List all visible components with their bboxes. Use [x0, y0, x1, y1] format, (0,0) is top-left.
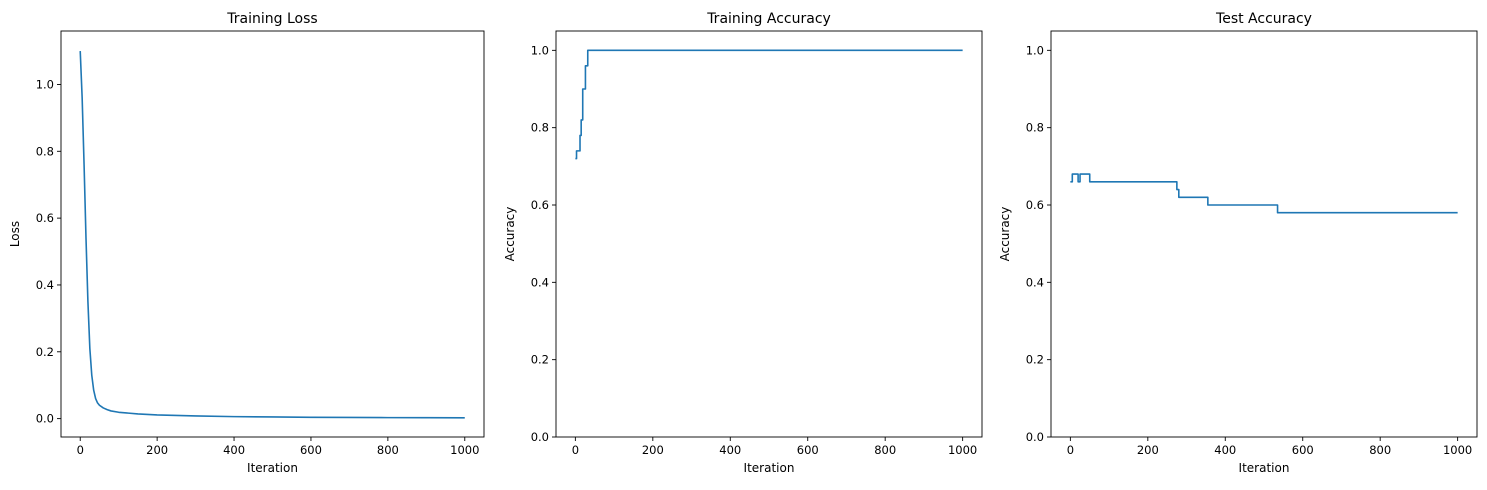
x-tick-label: 1000: [1443, 443, 1472, 457]
y-tick-label: 0.8: [36, 144, 54, 158]
y-tick-label: 0.4: [1026, 275, 1044, 289]
x-tick-label: 200: [642, 443, 664, 457]
x-axis-label: Iteration: [247, 461, 298, 475]
series-line: [1070, 173, 1458, 214]
x-tick-label: 200: [146, 443, 168, 457]
chart-title: Test Accuracy: [1215, 11, 1312, 27]
x-tick-label: 600: [797, 443, 819, 457]
chart-title: Training Accuracy: [706, 11, 831, 27]
y-tick-label: 0.6: [36, 211, 54, 225]
y-axis-label: Accuracy: [503, 207, 517, 262]
x-tick-label: 200: [1137, 443, 1159, 457]
x-tick-label: 600: [300, 443, 322, 457]
x-tick-label: 0: [1067, 443, 1074, 457]
y-tick-label: 0.6: [1026, 198, 1044, 212]
training-loss-panel: Training Loss Iteration Loss 0 200 400 600 8…: [8, 11, 485, 475]
x-tick-label: 800: [1369, 443, 1391, 457]
y-tick-label: 0.8: [531, 121, 549, 135]
training-accuracy-panel: Training Accuracy Iteration Accuracy 0 20…: [503, 11, 983, 475]
series-line: [575, 49, 963, 160]
x-tick-label: 1000: [450, 443, 479, 457]
plot-area: [1050, 30, 1478, 438]
y-tick-label: 0.0: [1026, 430, 1044, 444]
x-tick-label: 400: [719, 443, 741, 457]
x-tick-label: 1000: [948, 443, 977, 457]
x-axis-label: Iteration: [1239, 461, 1290, 475]
y-tick-label: 0.6: [531, 198, 549, 212]
x-tick-label: 800: [377, 443, 399, 457]
x-axis-label: Iteration: [744, 461, 795, 475]
y-tick-label: 0.8: [1026, 121, 1044, 135]
x-tick-label: 0: [77, 443, 84, 457]
y-tick-label: 1.0: [36, 77, 54, 91]
x-tick-label: 400: [1214, 443, 1236, 457]
y-tick-label: 1.0: [1026, 43, 1044, 57]
x-tick-label: 600: [1292, 443, 1314, 457]
y-tick-label: 1.0: [531, 43, 549, 57]
plot-area: [60, 30, 485, 438]
x-tick-label: 0: [572, 443, 579, 457]
y-tick-label: 0.0: [531, 430, 549, 444]
plot-area: [555, 30, 983, 438]
y-axis-label: Accuracy: [998, 207, 1012, 262]
test-accuracy-panel: Test Accuracy Iteration Accuracy 0 200 400…: [998, 11, 1478, 475]
series-line: [79, 51, 465, 419]
y-tick-label: 0.4: [531, 275, 549, 289]
y-tick-label: 0.2: [36, 345, 54, 359]
y-axis-label: Loss: [8, 221, 22, 247]
y-tick-label: 0.2: [1026, 353, 1044, 367]
y-tick-label: 0.0: [36, 412, 54, 426]
x-tick-label: 400: [223, 443, 245, 457]
y-tick-label: 0.2: [531, 353, 549, 367]
y-tick-label: 0.4: [36, 278, 54, 292]
x-tick-label: 800: [874, 443, 896, 457]
chart-title: Training Loss: [226, 11, 317, 27]
